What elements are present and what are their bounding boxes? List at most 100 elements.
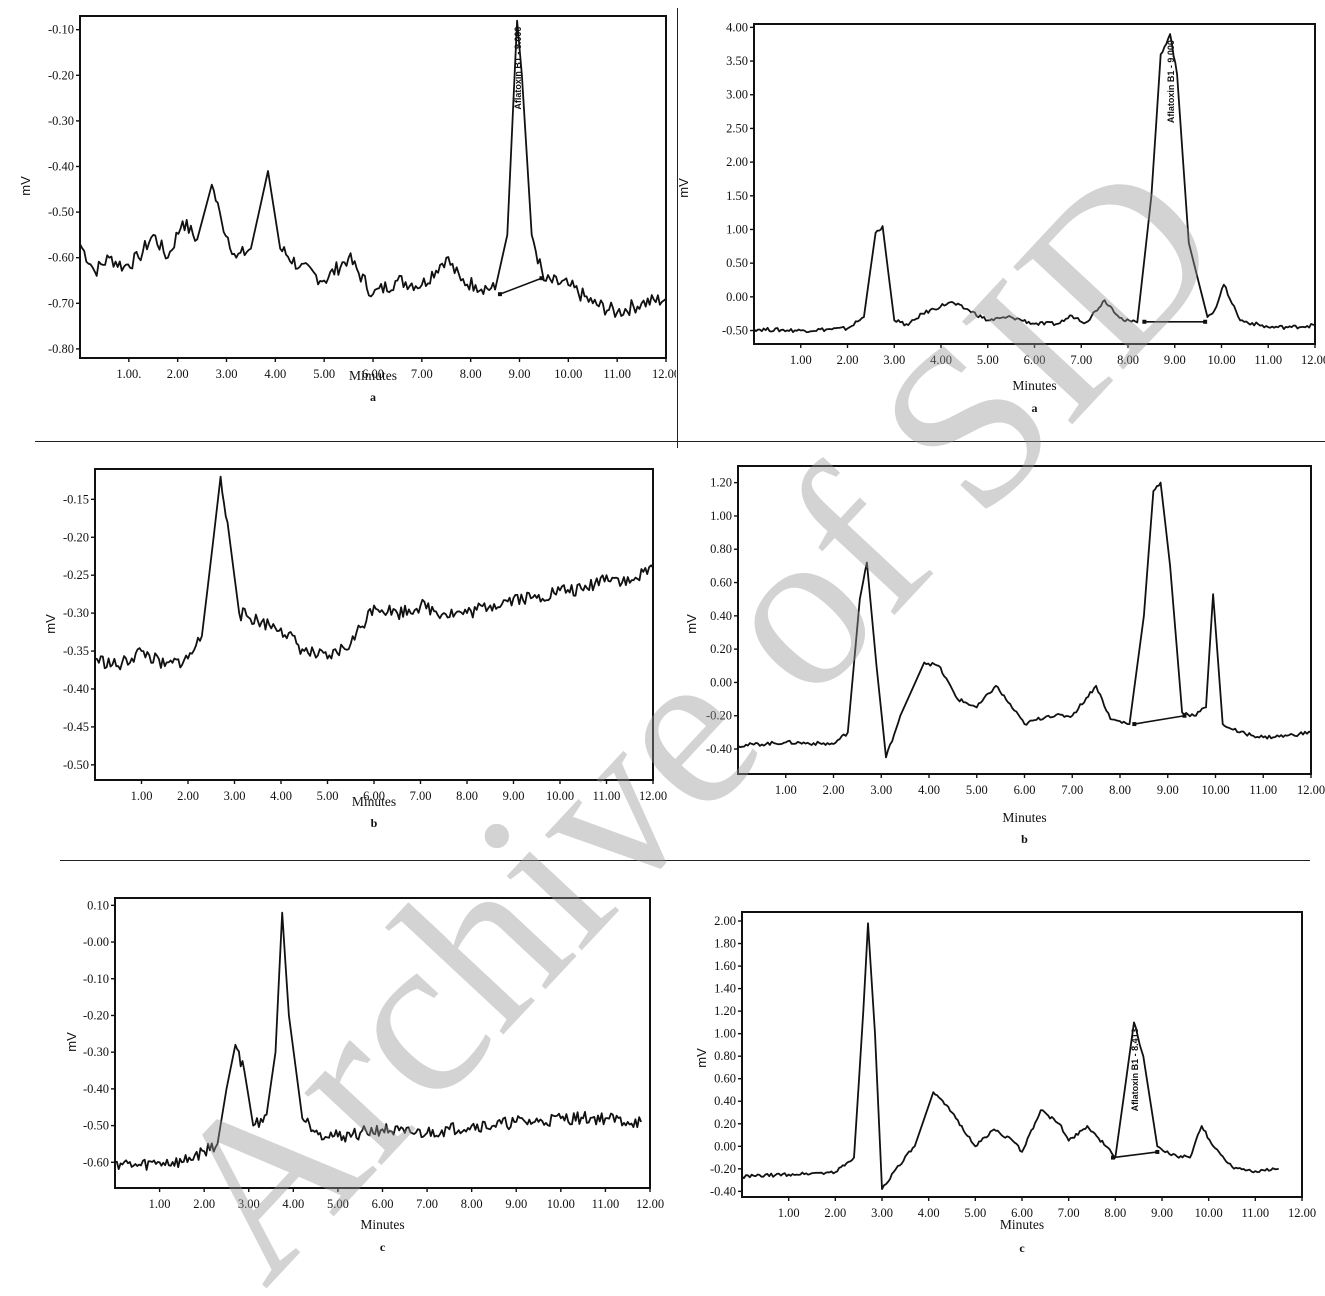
y-tick-label: -0.50 xyxy=(83,1119,109,1133)
y-tick-label: -0.30 xyxy=(83,1045,109,1059)
y-tick-label: 0.50 xyxy=(726,256,748,270)
x-tick-label: 2.00 xyxy=(837,353,859,367)
chromatogram-panel-middle-right: 1.20 1.00 0.80 0.60 0.40 0.20 0.00 -0.20 -0.40 1.… xyxy=(678,444,1325,874)
plot-frame xyxy=(741,911,1303,1198)
x-tick-label: 8.00 xyxy=(461,1197,483,1211)
x-tick-label: 11.00 xyxy=(1241,1206,1269,1220)
x-tick-label: 5.00 xyxy=(327,1197,349,1211)
x-tick-label: 4.00 xyxy=(270,789,292,803)
x-tick-label: 1.00 xyxy=(131,789,153,803)
plot-frame xyxy=(94,468,654,781)
x-tick-label: 10.00 xyxy=(1201,783,1229,797)
y-tick-label: 1.20 xyxy=(714,1004,736,1018)
plot-frame xyxy=(114,897,651,1189)
x-tick-label: 2.00 xyxy=(824,1206,846,1220)
x-tick-label: 6.00 xyxy=(1014,783,1036,797)
x-tick-label: 1.00 xyxy=(775,783,797,797)
x-tick-label: 8.00 xyxy=(460,367,482,381)
x-tick-label: 9.00 xyxy=(509,367,531,381)
y-tick-label: 3.00 xyxy=(726,88,748,102)
x-tick-label: 6.00 xyxy=(372,1197,394,1211)
plot-frame xyxy=(737,465,1312,775)
y-tick-label: 3.50 xyxy=(726,54,748,68)
integration-baseline xyxy=(1134,714,1185,725)
y-tick-label: 0.10 xyxy=(87,898,109,912)
x-tick-label: 4.00 xyxy=(264,367,286,381)
y-tick-label: 0.20 xyxy=(714,1117,736,1131)
x-tick-label: 2.00 xyxy=(177,789,199,803)
integration-baseline xyxy=(1112,1151,1158,1159)
baseline-marker xyxy=(497,292,502,297)
x-tick-label: 2.00 xyxy=(193,1197,215,1211)
x-tick-label: 12.00 xyxy=(1288,1206,1316,1220)
y-tick-label: 1.50 xyxy=(726,189,748,203)
peak-annotation: Aflatoxin B1 - 9.000 xyxy=(1166,40,1176,123)
x-tick-label: 11.00 xyxy=(593,789,621,803)
baseline-marker xyxy=(1155,1149,1160,1154)
y-tick-label: -0.15 xyxy=(63,492,89,506)
x-tick-label: 2.00 xyxy=(823,783,845,797)
x-tick-label: 11.00 xyxy=(592,1197,620,1211)
x-tick-label: 4.00 xyxy=(282,1197,304,1211)
y-tick-label: 0.00 xyxy=(710,675,732,689)
divider-bottom-horizontal xyxy=(60,860,1310,861)
x-tick-label: 7.00 xyxy=(416,1197,438,1211)
y-tick-label: -0.25 xyxy=(63,568,89,582)
chromatogram-panel-bottom-left: 0.10 -0.00 -0.10 -0.20 -0.30 -0.40 -0.50 -0.60 1… xyxy=(60,862,690,1294)
y-tick-label: -0.20 xyxy=(63,530,89,544)
x-tick-label: 5.00 xyxy=(964,1206,986,1220)
baseline-marker xyxy=(1142,319,1147,324)
chromatogram-panel-middle-left: -0.15 -0.20 -0.25 -0.30 -0.35 -0.40 -0.45 -0.50… xyxy=(35,444,676,856)
x-axis-label: Minutes xyxy=(1000,1217,1044,1232)
x-tick-label: 12.00 xyxy=(652,367,676,381)
x-tick-label: 12.00 xyxy=(1301,353,1325,367)
y-tick-label: -0.45 xyxy=(63,720,89,734)
chromatogram-chart: 0.10 -0.00 -0.10 -0.20 -0.30 -0.40 -0.50 -0.60 1… xyxy=(64,897,664,1254)
y-tick-label: 0.20 xyxy=(710,642,732,656)
y-tick-label: -0.40 xyxy=(63,682,89,696)
x-tick-label: 5.00 xyxy=(977,353,999,367)
x-tick-label: 10.00 xyxy=(1195,1206,1223,1220)
x-tick-label: 10.00 xyxy=(554,367,582,381)
y-tick-label: -0.30 xyxy=(48,114,74,128)
x-axis-label: Mimutes xyxy=(349,368,397,383)
chromatogram-trace xyxy=(737,481,1312,759)
y-tick-label: -0.50 xyxy=(48,205,74,219)
integration-baseline xyxy=(499,277,542,295)
x-tick-label: 3.00 xyxy=(870,783,892,797)
y-tick-label: 0.40 xyxy=(714,1094,736,1108)
chromatogram-chart: -0.10 -0.20 -0.30 -0.40 -0.50 -0.60 -0.70 -0.80… xyxy=(18,15,676,404)
x-tick-label: 1.00 xyxy=(149,1197,171,1211)
chromatogram-trace xyxy=(741,922,1279,1191)
chromatogram-trace xyxy=(94,475,654,671)
y-tick-label: 2.00 xyxy=(714,914,736,928)
panel-letter: b xyxy=(1021,832,1028,846)
peak-annotation: Aflatoxin B1 - 9.000 xyxy=(513,27,523,110)
y-tick-label: 2.00 xyxy=(726,155,748,169)
y-tick-label: 1.60 xyxy=(714,959,736,973)
y-tick-label: 0.60 xyxy=(710,576,732,590)
y-tick-label: 0.80 xyxy=(710,542,732,556)
y-tick-label: 0.60 xyxy=(714,1072,736,1086)
x-tick-label: 7.00 xyxy=(410,789,432,803)
x-tick-label: 11.00 xyxy=(1249,783,1277,797)
x-tick-label: 1.00 xyxy=(790,353,812,367)
y-tick-label: -0.50 xyxy=(722,324,748,338)
y-tick-label: -0.40 xyxy=(706,742,732,756)
y-tick-label: 1.20 xyxy=(710,476,732,490)
y-tick-label: 1.00 xyxy=(714,1027,736,1041)
y-tick-label: 0.40 xyxy=(710,609,732,623)
y-tick-label: 2.50 xyxy=(726,121,748,135)
x-tick-label: 8.00 xyxy=(1109,783,1131,797)
x-axis-label: Minutes xyxy=(1002,810,1046,825)
y-tick-label: 1.80 xyxy=(714,937,736,951)
divider-top-right-vertical xyxy=(677,8,678,448)
x-axis-label: Minutes xyxy=(1012,378,1056,393)
x-tick-label: 11.00 xyxy=(1254,353,1282,367)
x-tick-label: 6.00 xyxy=(1024,353,1046,367)
y-tick-label: -0.60 xyxy=(48,251,74,265)
chromatogram-trace xyxy=(753,33,1316,334)
x-tick-label: 5.00 xyxy=(966,783,988,797)
y-tick-label: -0.80 xyxy=(48,342,74,356)
x-tick-label: 10.00 xyxy=(547,1197,575,1211)
